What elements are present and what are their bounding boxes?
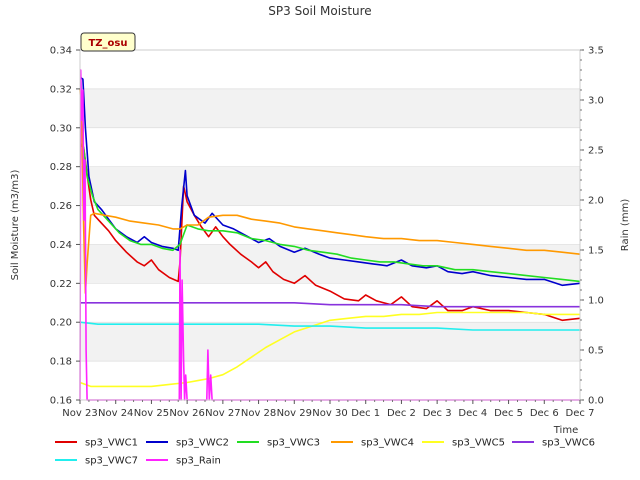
y2-tick-label: 3.5 (588, 46, 604, 57)
grid-bands (80, 49, 580, 401)
y-tick-label: 0.24 (50, 240, 72, 251)
legend-label-sp3_VWC5: sp3_VWC5 (452, 438, 505, 449)
series-line-sp3_VWC3 (79, 142, 581, 283)
x-tick-label: Nov 25 (134, 408, 169, 419)
x-tick-label: Nov 28 (241, 408, 276, 419)
grid-band (80, 127, 580, 167)
station-badge-box (80, 32, 136, 52)
x-axis-label: Time (553, 425, 578, 436)
x-tick-label: Nov 27 (205, 408, 240, 419)
y2-tick-label: 2.5 (588, 146, 604, 157)
x-tick-label: Nov 24 (98, 408, 133, 419)
x-axis: Nov 23 Nov 24 Nov 25 Nov 26 Nov 27 Nov 28 Nov … (62, 400, 594, 419)
y2-tick-label: 0.0 (588, 396, 604, 407)
y2-tick-label: 3.0 (588, 96, 604, 107)
y-axis-label: Soil Moisture (m3/m3) (10, 170, 21, 281)
legend-label-sp3_VWC1: sp3_VWC1 (85, 438, 138, 449)
x-tick-label: Dec 4 (458, 408, 487, 419)
y-axis-right: 0.0 0.5 1.0 1.5 2.0 2.5 3.0 3.5 (580, 46, 604, 407)
y-axis-left: 0.16 0.18 0.20 0.22 0.24 0.26 0.28 0.30 0.32 0.34 (50, 46, 80, 407)
y2-tick-label: 1.5 (588, 246, 604, 257)
y-tick-label: 0.28 (50, 162, 72, 173)
grid-band (80, 205, 580, 245)
grid-band (80, 361, 580, 400)
grid-band (80, 88, 580, 128)
chart-title: SP3 Soil Moisture (268, 4, 371, 18)
series-line-sp3_VWC7 (79, 321, 580, 331)
series-line-sp3_VWC5 (79, 311, 580, 388)
y2-tick-label: 0.5 (588, 346, 604, 357)
x-tick-label: Dec 1 (351, 408, 380, 419)
x-tick-label: Dec 7 (566, 408, 595, 419)
x-tick-label: Dec 5 (494, 408, 523, 419)
legend-label-sp3_VWC6: sp3_VWC6 (542, 438, 595, 449)
y-tick-label: 0.18 (50, 357, 72, 368)
legend-label-sp3_VWC7: sp3_VWC7 (85, 456, 138, 467)
y-tick-label: 0.26 (50, 201, 72, 212)
legend-label-sp3_Rain: sp3_Rain (176, 456, 221, 467)
y2-axis-label: Rain (mm) (620, 199, 631, 252)
x-tick-label: Nov 30 (312, 408, 347, 419)
grid-band (80, 322, 580, 362)
legend: sp3_VWC1 sp3_VWC2 sp3_VWC3 sp3_VWC4 sp3_VWC5… (55, 438, 595, 467)
legend-label-sp3_VWC2: sp3_VWC2 (176, 438, 229, 449)
station-badge-text: TZ_osu (88, 38, 127, 49)
y2-tick-label: 2.0 (588, 196, 604, 207)
x-tick-label: Dec 6 (530, 408, 559, 419)
x-tick-label: Dec 2 (387, 408, 416, 419)
y2-tick-label: 1.0 (588, 296, 604, 307)
x-tick-label: Nov 29 (277, 408, 312, 419)
y-tick-label: 0.22 (50, 279, 72, 290)
y-tick-label: 0.34 (50, 46, 72, 57)
x-tick-label: Nov 23 (62, 408, 97, 419)
station-badge: TZ_osu (80, 32, 136, 52)
series-line-sp3_VWC6 (80, 301, 580, 308)
legend-label-sp3_VWC3: sp3_VWC3 (267, 438, 320, 449)
series-line-sp3_VWC4 (79, 88, 581, 294)
y-tick-label: 0.16 (50, 396, 72, 407)
x-tick-label: Nov 26 (169, 408, 204, 419)
y-tick-label: 0.32 (50, 84, 72, 95)
y-tick-label: 0.20 (50, 318, 72, 329)
y-tick-label: 0.30 (50, 123, 72, 134)
legend-label-sp3_VWC4: sp3_VWC4 (361, 438, 414, 449)
grid-band (80, 166, 580, 206)
grid-band (80, 50, 580, 89)
series-line-sp3_VWC1 (79, 144, 581, 322)
x-tick-label: Dec 3 (423, 408, 452, 419)
